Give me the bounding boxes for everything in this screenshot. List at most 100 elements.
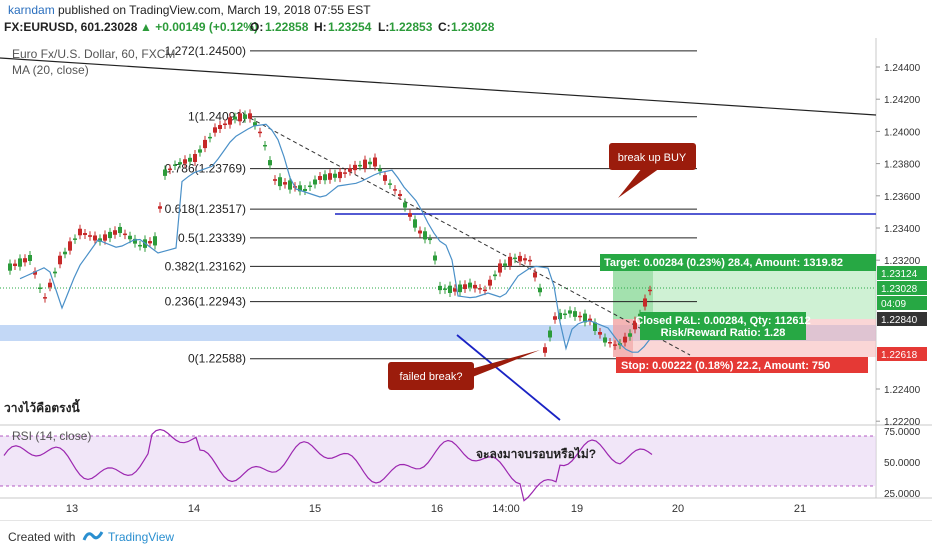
publish-header: karndam published on TradingView.com, Ma… [0,0,932,20]
candle-body [48,282,52,288]
candle-body [368,161,372,165]
target-zone [613,262,876,319]
candle-body [63,251,67,255]
candle-body [513,257,517,260]
callout-buy[interactable]: break up BUY [609,143,696,198]
time-tick-label: 14:00 [492,503,520,515]
candle-body [373,157,377,167]
symbol-header: FX:EURUSD, 60 1.23028 ▲ +0.00149 (+0.12%… [0,18,932,36]
author-link[interactable]: karndam [8,3,55,17]
callout-failed[interactable]: failed break? [388,350,540,390]
last-price: 1.23028 [94,20,138,34]
dashed-trend-line[interactable] [249,117,691,356]
candle-body [123,233,127,236]
candle-body [623,336,627,343]
candle-body [413,219,417,228]
rsi-tick-label: 75.0000 [884,427,921,438]
brand-link[interactable]: TradingView [108,530,175,544]
candle-body [528,259,532,262]
candle-body [113,230,117,235]
price-tick-label: 1.23600 [884,192,921,203]
candle-body [438,285,442,291]
candle-body [188,157,192,162]
candle-body [628,333,632,337]
price-tag [877,281,927,295]
candle-body [13,263,17,267]
candle-body [238,113,242,122]
candles [8,109,652,357]
candle-body [533,272,537,278]
candle-body [38,287,42,289]
footer: Created with TradingView [0,520,932,551]
thai-annotation-rsi: จะลงมาจบรอบหรือไม่? [476,446,596,461]
low-value: 1.22853 [389,20,433,34]
candle-body [518,255,522,262]
time-axis[interactable]: 13 14 15 16 14:00 19 20 21 [66,503,806,515]
close-label: C: [438,20,451,34]
candle-body [153,236,157,246]
candle-body [403,202,407,208]
candle-body [263,144,267,147]
candle-body [88,235,92,237]
candle-body [258,131,262,134]
trend-line[interactable] [0,57,876,116]
time-tick-label: 16 [431,503,443,515]
candle-body [193,154,197,162]
blue-trend-line[interactable] [456,334,561,421]
candle-body [643,298,647,307]
candle-body [168,168,172,171]
candle-body [103,234,107,241]
candle-body [33,271,37,275]
price-tick-label: 1.22200 [884,417,921,428]
low-label: L: [378,20,390,34]
candle-body [393,189,397,191]
candle-body [428,238,432,241]
candle-body [358,164,362,167]
candle-body [298,185,302,192]
price-tag-label: 1.22840 [881,315,918,326]
candle-body [433,255,437,261]
candle-body [343,172,347,174]
fib-label: 0.618(1.23517) [165,202,246,216]
candle-body [573,311,577,317]
candle-body [278,177,282,187]
created-with: Created with [8,530,76,544]
target-zone-active [613,262,653,319]
candle-body [468,282,472,288]
candle-body [58,255,62,265]
candle-body [353,164,357,171]
candle-body [383,175,387,181]
stop-label[interactable]: Stop: 0.00222 (0.18%) 22.2, Amount: 750 [616,357,868,373]
thai-annotation-left: วางไว้คือตรงนี้ [4,398,80,415]
candle-body [138,244,142,247]
candle-body [553,316,557,320]
time-tick-label: 21 [794,503,806,515]
high-label: H: [314,20,327,34]
closed-pnl-label[interactable]: Closed P&L: 0.00284, Qty: 112612 Risk/Re… [635,312,811,340]
candle-body [503,263,507,266]
fib-label: 0.236(1.22943) [165,295,246,309]
candle-body [183,159,187,164]
candle-body [108,231,112,239]
price-tick-label: 1.22400 [884,385,921,396]
candle-body [28,255,32,261]
candle-body [323,174,327,181]
candle-body [318,176,322,180]
candle-body [463,284,467,290]
candle-body [218,125,222,129]
candle-body [568,310,572,314]
candle-body [273,179,277,181]
target-label[interactable]: Target: 0.00284 (0.23%) 28.4, Amount: 13… [600,254,876,271]
svg-text:Risk/Reward Ratio: 1.28: Risk/Reward Ratio: 1.28 [661,327,786,339]
candle-body [73,238,77,240]
price-axis[interactable]: 1.24400 1.24200 1.24000 1.23800 1.23600 1.234… [876,63,921,428]
candle-body [548,330,552,338]
candle-body [648,289,652,292]
fib-label: 0(1.22588) [188,352,246,366]
candle-body [83,233,87,235]
candle-body [418,230,422,234]
candle-body [508,256,512,266]
candle-body [633,320,637,330]
price-tick-label: 1.23800 [884,160,921,171]
chart-canvas[interactable]: 1.272(1.24500)1(1.24091)0.786(1.23769)0.… [0,0,932,520]
